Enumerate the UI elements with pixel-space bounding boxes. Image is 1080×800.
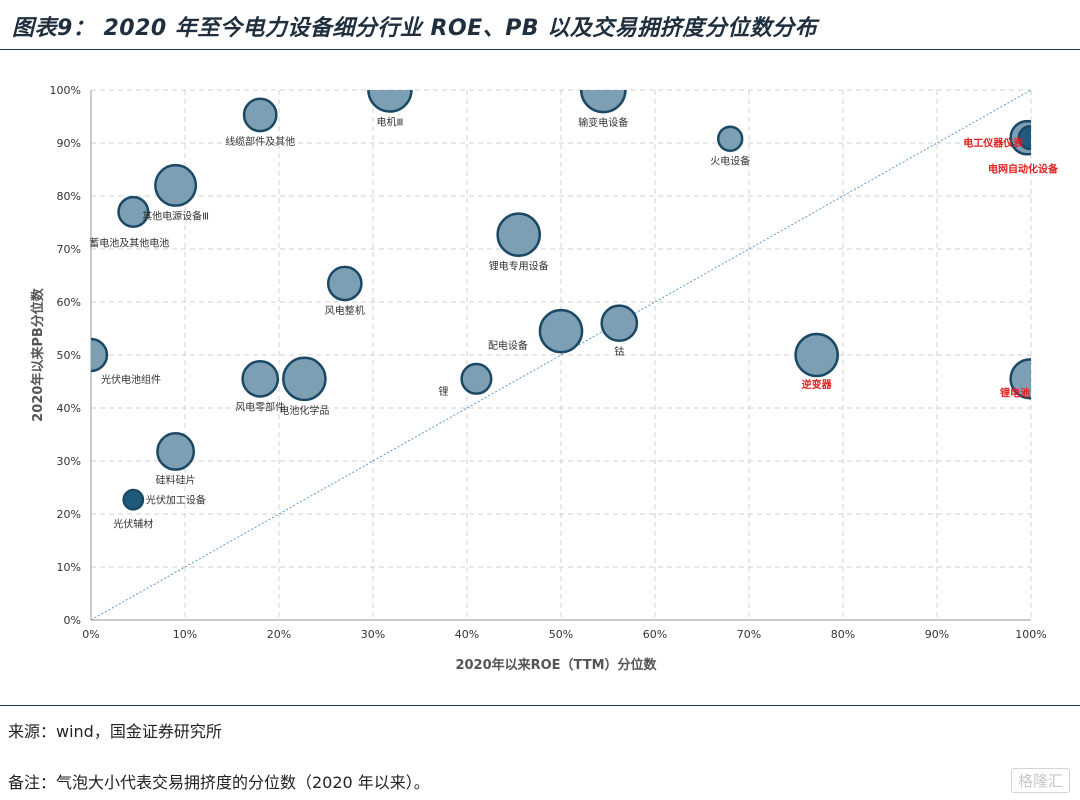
bubble-配电设备 — [538, 308, 584, 354]
bubble-label: 钴 — [614, 346, 624, 358]
bubble-label: 锂电池 — [1000, 386, 1030, 399]
x-tick-label: 100% — [1015, 628, 1046, 641]
bubble-其他电源设备Ⅲ — [154, 163, 198, 207]
bubble-电池化学品 — [282, 356, 327, 402]
y-tick-label: 80% — [57, 190, 81, 203]
bubble-label: 火电设备 — [710, 155, 750, 168]
bubble-光伏加工设备 — [122, 488, 145, 511]
x-tick-label: 70% — [737, 628, 761, 641]
bubble-锂电专用设备 — [496, 212, 542, 257]
source-note: 来源：wind，国金证券研究所 — [8, 722, 222, 741]
bubble-锂电池 — [1009, 358, 1031, 400]
bubble-线缆部件及其他 — [242, 97, 278, 133]
bubble-label: 输变电设备 — [578, 116, 628, 129]
bubble-label: 配电设备 — [488, 339, 528, 352]
x-tick-label: 60% — [643, 628, 667, 641]
bubble-火电设备 — [716, 125, 744, 152]
bubble-label: 锂电专用设备 — [489, 260, 549, 273]
bubble-label: 光伏辅材 — [113, 518, 153, 531]
y-tick-label: 40% — [57, 402, 81, 415]
x-axis-ticks: 0% 10% 20% 30% 40% 50% 60% 70% 80% 90% 100% — [82, 628, 1046, 641]
bubble-电机Ⅲ — [367, 90, 413, 113]
y-axis-label: 2020年以来PB分位数 — [30, 287, 46, 422]
bubble-label: 逆变器 — [802, 378, 833, 391]
bubble-label: 光伏电池组件 — [101, 373, 161, 386]
x-tick-label: 90% — [925, 628, 949, 641]
bubble-label: 电池化学品 — [279, 404, 329, 417]
bubble-series — [91, 90, 1031, 511]
y-tick-label: 90% — [57, 137, 81, 150]
y-tick-label: 10% — [57, 561, 81, 574]
bubble-label: 光伏加工设备 — [146, 494, 206, 507]
bubble-光伏电池组件 — [91, 337, 109, 373]
y-tick-label: 100% — [50, 84, 81, 97]
x-tick-label: 20% — [267, 628, 291, 641]
y-tick-label: 70% — [57, 243, 81, 256]
watermark-logo: 格隆汇 — [1010, 768, 1070, 793]
bubble-label: 电网自动化设备 — [988, 163, 1059, 176]
chart-grid — [91, 89, 1032, 620]
bubble-label: 硅料硅片 — [156, 474, 196, 487]
bubble-label: 电机Ⅲ — [376, 116, 403, 129]
bubble-label: 线缆部件及其他 — [225, 135, 295, 148]
bubble-硅料硅片 — [156, 432, 196, 471]
title-divider — [0, 49, 1080, 50]
x-tick-label: 10% — [173, 628, 197, 641]
y-tick-label: 30% — [57, 455, 81, 468]
bubble-输变电设备 — [579, 90, 627, 114]
bubble-风电整机 — [326, 265, 363, 302]
bubble-钴 — [600, 304, 639, 343]
x-tick-label: 40% — [455, 628, 479, 641]
footer-divider — [0, 705, 1080, 706]
y-tick-label: 0% — [64, 614, 81, 627]
bubble-逆变器 — [794, 332, 839, 378]
bubble-风电零部件 — [241, 359, 280, 398]
bubble-label: 其他电源设备Ⅲ — [142, 210, 209, 223]
x-tick-label: 30% — [361, 628, 385, 641]
bubble-label: 风电零部件 — [235, 400, 285, 413]
y-tick-label: 20% — [57, 508, 81, 521]
y-axis-ticks: 0% 10% 20% 30% 40% 50% 60% 70% 80% 90% 100% — [50, 84, 81, 627]
y-tick-label: 50% — [57, 349, 81, 362]
remark-note: 备注：气泡大小代表交易拥挤度的分位数（2020 年以来）。 — [8, 773, 430, 792]
y-tick-label: 60% — [57, 296, 81, 309]
x-tick-label: 50% — [549, 628, 573, 641]
bubble-锂 — [460, 362, 493, 395]
bubble-蓄电池及其他电池 — [117, 195, 150, 228]
x-axis-label: 2020年以来ROE（TTM）分位数 — [455, 657, 657, 673]
bubble-label: 蓄电池及其他电池 — [89, 237, 169, 250]
bubble-电网自动化设备 — [1017, 125, 1031, 151]
chart-title: 图表9： 2020 年至今电力设备细分行业 ROE、PB 以及交易拥挤度分位数分… — [12, 16, 818, 41]
bubble-label: 锂 — [438, 386, 448, 398]
bubble-label: 电工仪器仪表 — [963, 137, 1024, 150]
bubble-label: 风电整机 — [325, 304, 365, 317]
x-tick-label: 80% — [831, 628, 855, 641]
x-tick-label: 0% — [82, 628, 99, 641]
